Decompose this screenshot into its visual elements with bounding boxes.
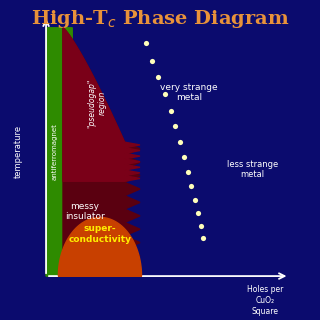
Text: High-T$_c$ Phase Diagram: High-T$_c$ Phase Diagram xyxy=(31,8,289,30)
Polygon shape xyxy=(58,217,141,276)
Point xyxy=(144,40,149,45)
Point xyxy=(150,58,155,63)
Point xyxy=(181,155,187,160)
Text: antiferromagnet: antiferromagnet xyxy=(52,123,58,180)
Point xyxy=(168,108,173,113)
Text: super-
conductivity: super- conductivity xyxy=(68,224,132,244)
Point xyxy=(195,211,200,216)
Point xyxy=(156,75,161,80)
Point xyxy=(192,197,197,203)
Text: messy
insulator: messy insulator xyxy=(65,202,104,221)
Polygon shape xyxy=(46,28,72,276)
Text: Holes per
CuO₂
Square: Holes per CuO₂ Square xyxy=(246,285,283,316)
Point xyxy=(178,140,183,145)
Text: less strange
metal: less strange metal xyxy=(227,160,278,179)
Polygon shape xyxy=(63,28,140,276)
Point xyxy=(185,169,190,174)
Point xyxy=(162,92,167,97)
Point xyxy=(201,236,206,241)
Point xyxy=(198,224,203,229)
Text: temperature: temperature xyxy=(14,124,23,178)
Point xyxy=(173,124,178,129)
Text: "pseudogap"
region: "pseudogap" region xyxy=(87,78,107,128)
Point xyxy=(189,183,194,188)
Text: very strange
metal: very strange metal xyxy=(160,83,218,102)
Polygon shape xyxy=(63,28,140,181)
